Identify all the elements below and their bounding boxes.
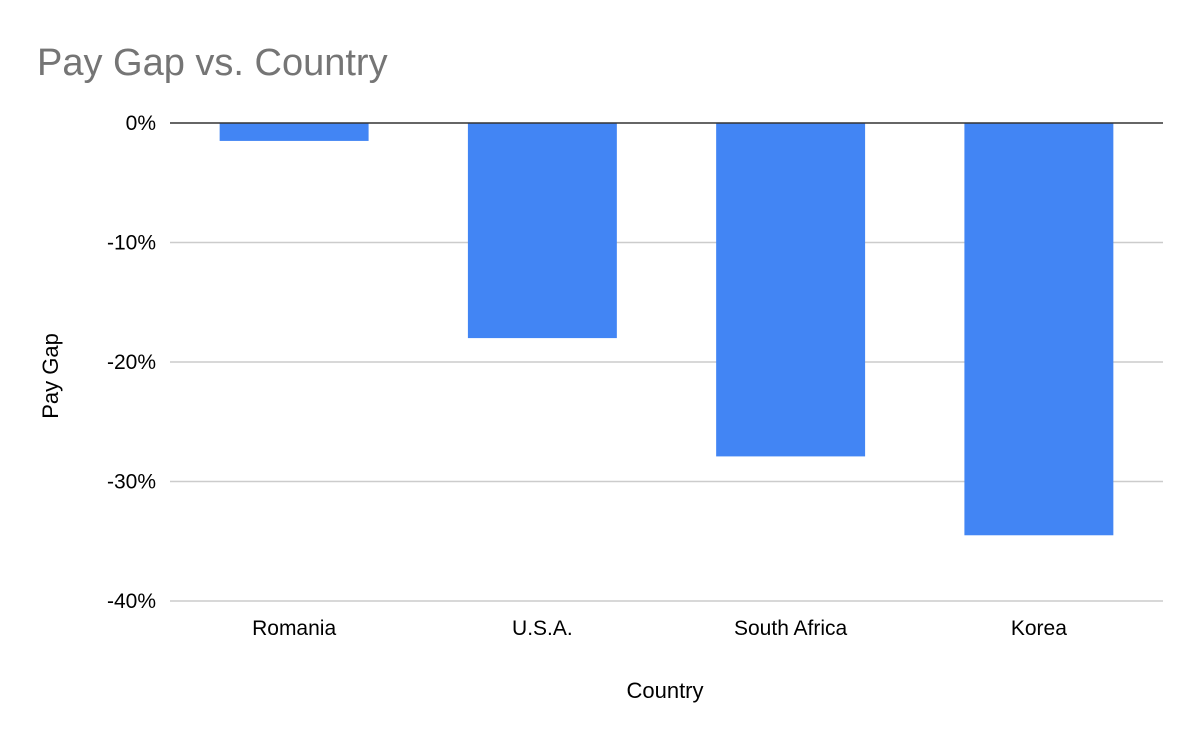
bar bbox=[716, 123, 866, 457]
y-axis-title: Pay Gap bbox=[38, 333, 63, 419]
y-tick-label: -20% bbox=[107, 351, 156, 374]
bars bbox=[219, 123, 1114, 536]
y-tick-labels: 0% -10% -20% -30% -40% bbox=[107, 112, 156, 613]
x-tick-label: Korea bbox=[1011, 617, 1067, 640]
bar bbox=[219, 123, 369, 141]
x-tick-label: South Africa bbox=[734, 617, 848, 640]
x-axis-title: Country bbox=[626, 678, 703, 703]
x-tick-label: U.S.A. bbox=[512, 617, 573, 640]
bar bbox=[964, 123, 1114, 536]
y-tick-label: -10% bbox=[107, 232, 156, 255]
bar bbox=[467, 123, 617, 339]
x-tick-labels: Romania U.S.A. South Africa Korea bbox=[252, 617, 1067, 640]
y-tick-label: 0% bbox=[126, 112, 156, 135]
y-tick-label: -30% bbox=[107, 471, 156, 494]
y-tick-label: -40% bbox=[107, 590, 156, 613]
chart-title: Pay Gap vs. Country bbox=[37, 42, 388, 84]
x-tick-label: Romania bbox=[252, 617, 336, 640]
